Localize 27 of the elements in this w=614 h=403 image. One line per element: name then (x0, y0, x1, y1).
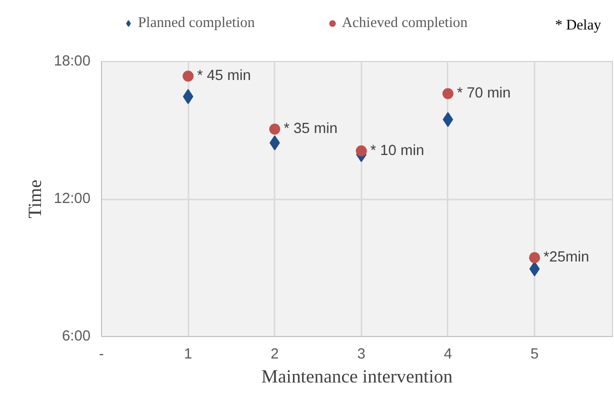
point (182, 70, 194, 82)
y-axis-title: Time (24, 180, 46, 218)
point (182, 89, 194, 104)
y-tick-label: 12:00 (54, 191, 91, 207)
x-axis-title: Maintenance intervention (261, 366, 454, 388)
x-tick-label: 5 (530, 346, 539, 362)
x-tick-label: 2 (270, 346, 279, 362)
annotation: * 10 min (370, 142, 424, 159)
text: * Delay (555, 18, 602, 34)
y-tick-label: 18:00 (54, 54, 91, 70)
legend-label: Achieved completion (342, 14, 468, 32)
point (529, 261, 540, 276)
annotation: * 35 min (284, 121, 338, 138)
point (356, 145, 367, 156)
annotation: * 45 min (197, 68, 251, 84)
point (269, 124, 280, 135)
x-tick-label: 4 (444, 346, 452, 362)
legend-label: Planned completion (138, 14, 255, 32)
x-tick-label: 3 (357, 346, 366, 362)
annotation: *25min (544, 250, 590, 266)
annotation: * 70 min (456, 86, 511, 102)
point (442, 88, 454, 100)
y-tick-label: 6:00 (62, 328, 91, 344)
point (529, 252, 540, 264)
x-tick-label: - (99, 346, 104, 362)
point (442, 112, 454, 127)
x-tick-label: 1 (184, 346, 192, 362)
